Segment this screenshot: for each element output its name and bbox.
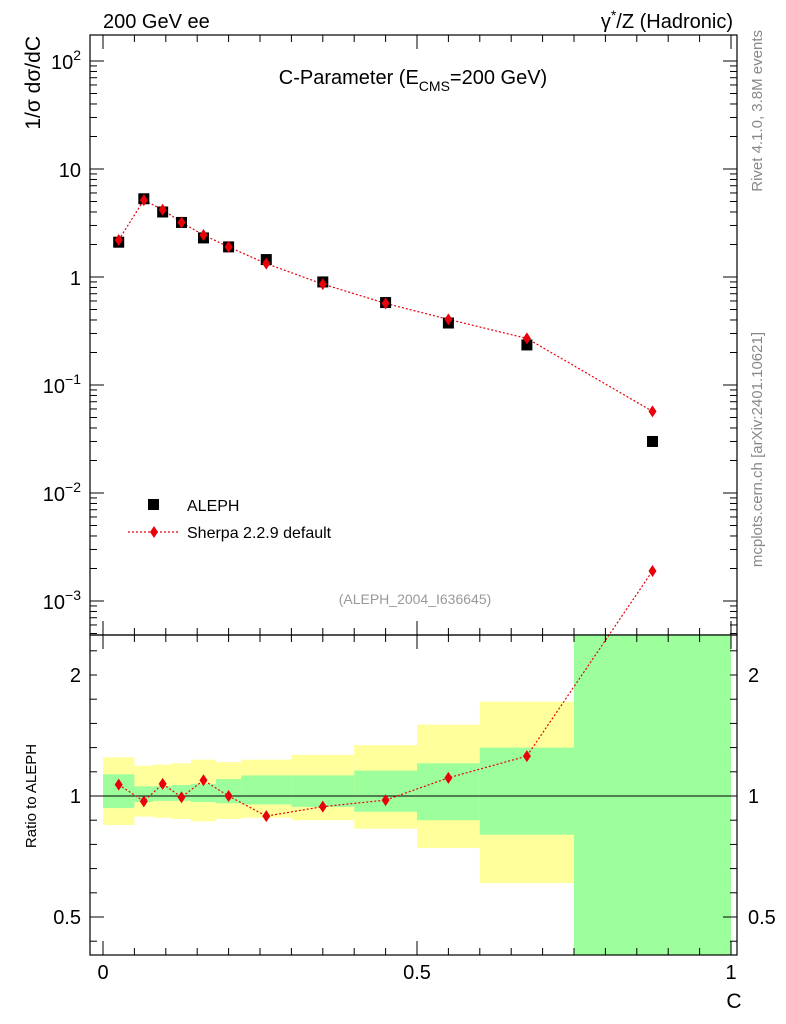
main-plot-title: C-Parameter (ECMS=200 GeV) xyxy=(279,67,547,94)
analysis-annotation: (ALEPH_2004_I636645) xyxy=(339,591,492,607)
side-text-lower: mcplots.cern.ch [arXiv:2401.10621] xyxy=(749,332,766,567)
ratio-x-tick-labels: 0 0.5 1 xyxy=(97,962,736,984)
ratio-band-inner xyxy=(241,775,292,805)
mc-point-sherpa xyxy=(444,313,453,326)
data-point-aleph xyxy=(521,339,533,351)
ytick-base-0.1: 10 xyxy=(43,376,65,398)
ratio-ytick-left-2: 2 xyxy=(70,665,81,687)
ratio-band-inner xyxy=(190,783,217,803)
ytick-exp-0.001: −3 xyxy=(65,587,81,603)
ratio-point-sherpa xyxy=(522,750,531,763)
ytick-exp-0.1: −1 xyxy=(65,371,81,387)
mc-point-sherpa xyxy=(522,332,531,345)
ratio-ytick-right-2: 2 xyxy=(748,665,759,687)
title-rest: =200 GeV) xyxy=(450,67,547,89)
ratio-ytick-right-0.5: 0.5 xyxy=(748,907,776,929)
ratio-band-inner xyxy=(574,635,731,955)
mc-point-sherpa xyxy=(114,234,123,247)
xtick-label-0.5: 0.5 xyxy=(403,962,431,984)
ytick-label-0.1: 10−1 xyxy=(43,371,81,398)
mc-point-sherpa xyxy=(262,257,271,270)
ratio-point-sherpa xyxy=(224,790,233,802)
ytick-label-1: 1 xyxy=(70,268,81,290)
header-rest: /Z (Hadronic) xyxy=(616,11,733,33)
ytick-base-0.01: 10 xyxy=(43,484,65,506)
xtick-label-0: 0 xyxy=(97,962,108,984)
legend-mc-marker xyxy=(150,526,158,538)
ratio-y-axis-label: Ratio to ALEPH xyxy=(23,744,40,848)
xtick-label-1: 1 xyxy=(725,962,736,984)
ratio-point-sherpa xyxy=(139,795,148,808)
main-plot-panel: 102 10 1 10−1 10−2 10−3 1/σ dσ/dC C-Para… xyxy=(22,34,738,636)
main-y-tick-labels: 102 10 1 10−1 10−2 10−3 xyxy=(43,47,81,614)
legend-data-marker xyxy=(148,499,159,510)
data-point-aleph xyxy=(647,435,658,447)
header-star: * xyxy=(611,7,617,23)
ratio-plot-panel: 0.5 1 2 0.5 1 2 0 0.5 1 Ratio to ALEPH C xyxy=(23,564,776,1013)
mc-point-sherpa xyxy=(177,216,186,229)
header-right: γ*/Z (Hadronic) xyxy=(601,7,733,33)
ratio-plot-frame xyxy=(89,634,738,956)
ratio-y-tick-labels: 0.5 1 2 0.5 1 2 xyxy=(53,665,776,929)
main-plot-frame xyxy=(89,34,738,636)
ratio-point-sherpa xyxy=(177,791,186,804)
ytick-label-10: 10 xyxy=(59,160,81,182)
legend-mc-label: Sherpa 2.2.9 default xyxy=(187,525,332,542)
ytick-base-100: 10 xyxy=(51,52,73,74)
mc-point-sherpa xyxy=(648,405,657,418)
ytick-label-100: 102 xyxy=(51,47,81,74)
header-left: 200 GeV ee xyxy=(103,11,210,33)
ratio-point-sherpa xyxy=(199,774,208,787)
header-gamma: γ xyxy=(601,11,611,33)
title-sub: CMS xyxy=(419,78,450,94)
mc-point-sherpa xyxy=(199,228,208,241)
ratio-ytick-right-1: 1 xyxy=(748,786,759,808)
ytick-exp-0.01: −2 xyxy=(65,479,81,495)
ratio-point-sherpa xyxy=(318,800,327,813)
ratio-point-sherpa xyxy=(648,564,657,577)
mc-point-sherpa xyxy=(381,297,390,310)
ratio-point-sherpa xyxy=(381,794,390,807)
legend-data-label: ALEPH xyxy=(187,498,239,515)
ratio-point-sherpa xyxy=(114,778,123,791)
ytick-exp-100: 2 xyxy=(73,47,81,63)
ytick-label-0.01: 10−2 xyxy=(43,479,81,506)
title-main: C-Parameter (E xyxy=(279,67,419,89)
mc-point-sherpa xyxy=(224,240,233,253)
mc-line-ratio xyxy=(118,570,653,817)
ratio-point-sherpa xyxy=(444,771,453,784)
ratio-point-sherpa xyxy=(262,810,271,823)
side-text-upper: Rivet 4.1.0, 3.8M events xyxy=(749,30,766,192)
ratio-point-sherpa xyxy=(158,777,167,790)
mc-point-sherpa xyxy=(318,278,327,291)
mc-point-sherpa xyxy=(139,194,148,207)
main-y-axis-label: 1/σ dσ/dC xyxy=(22,36,45,130)
ratio-band-inner xyxy=(153,786,173,801)
ratio-ytick-left-1: 1 xyxy=(70,786,81,808)
mc-point-sherpa xyxy=(158,203,167,216)
ratio-ytick-left-0.5: 0.5 xyxy=(53,907,81,929)
ratio-band-inner xyxy=(479,747,574,835)
x-axis-label: C xyxy=(726,990,741,1013)
ytick-label-0.001: 10−3 xyxy=(43,587,81,614)
legend: ALEPH Sherpa 2.2.9 default xyxy=(128,498,332,542)
ytick-base-0.001: 10 xyxy=(43,592,65,614)
